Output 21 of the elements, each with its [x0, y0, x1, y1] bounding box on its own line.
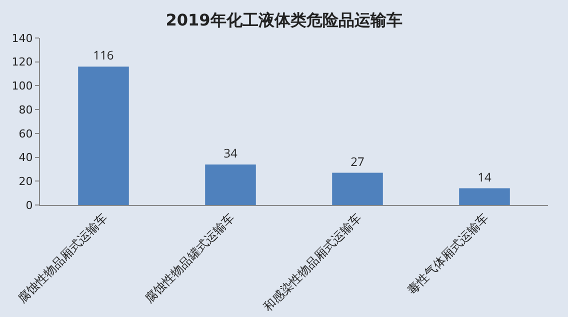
bar	[459, 188, 510, 205]
data-label: 27	[350, 152, 364, 170]
chart-title: 2019年化工液体类危险品运输车	[166, 10, 402, 30]
data-label: 14	[478, 168, 492, 186]
y-tick-label: 80	[18, 103, 33, 116]
y-tick-label: 120	[12, 56, 33, 69]
y-tick-label: 40	[18, 151, 33, 164]
y-tick-label: 60	[18, 127, 33, 140]
bar	[332, 172, 383, 205]
y-tick-label: 0	[26, 198, 33, 212]
x-tick-label: 腐蚀性物品罐式运输车	[142, 210, 237, 306]
data-label: 116	[93, 46, 114, 64]
x-tick-label: 和感染性物品厢式运输车	[260, 210, 364, 314]
bar	[78, 66, 129, 205]
y-tick-label: 140	[12, 32, 33, 45]
x-tick-label: 腐蚀性物品厢式运输车	[15, 210, 110, 306]
data-label: 34	[224, 144, 238, 162]
y-tick-label: 100	[12, 80, 33, 93]
bar	[205, 164, 256, 205]
y-tick-label: 20	[18, 174, 33, 188]
x-tick-label: 毒性气体厢式运输车	[404, 210, 491, 298]
